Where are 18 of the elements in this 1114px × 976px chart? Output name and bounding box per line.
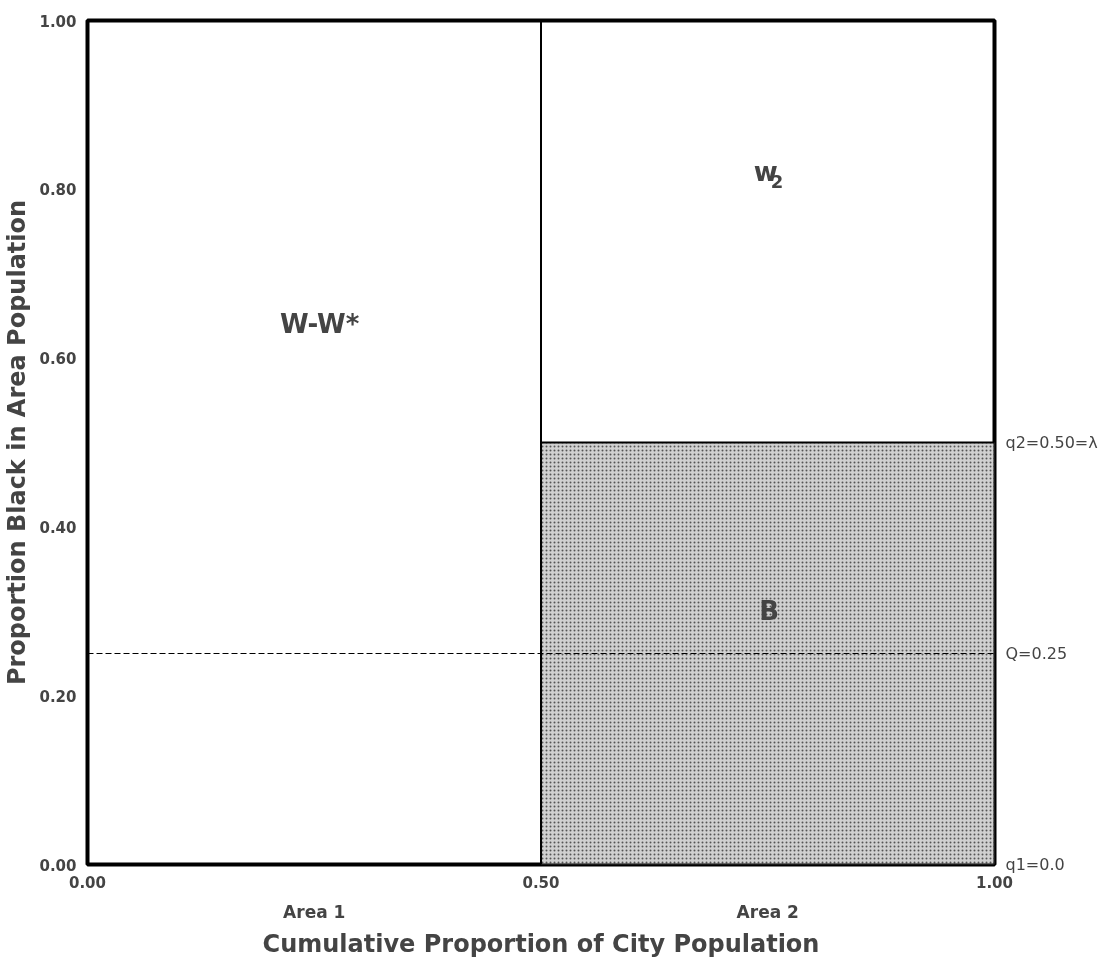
annotation: B bbox=[759, 596, 779, 627]
x-tick-label: 0.50 bbox=[522, 873, 560, 892]
y-tick-label: 0.60 bbox=[39, 350, 77, 369]
y-tick-label: 0.20 bbox=[39, 687, 77, 706]
y-tick-label: 0.40 bbox=[39, 518, 77, 537]
x-tick-label: 1.00 bbox=[976, 873, 1014, 892]
ref-line-label: Q=0.25 bbox=[1005, 644, 1068, 663]
y-tick-label: 0.00 bbox=[39, 856, 77, 875]
text: Area 2 bbox=[736, 901, 799, 922]
y-tick-label: 0.80 bbox=[39, 181, 77, 200]
x-axis-title: Cumulative Proportion of City Population bbox=[262, 929, 820, 958]
y-axis-title: Proportion Black in Area Population bbox=[3, 199, 32, 686]
text: Area 1 bbox=[283, 901, 346, 922]
x-tick-label: 0.00 bbox=[69, 873, 107, 892]
annotation: W-W* bbox=[279, 309, 360, 340]
annotation: q1=0.0 bbox=[1005, 855, 1065, 874]
annotation: q2=0.50=λ bbox=[1005, 433, 1098, 452]
y-tick-label: 1.00 bbox=[39, 12, 77, 31]
